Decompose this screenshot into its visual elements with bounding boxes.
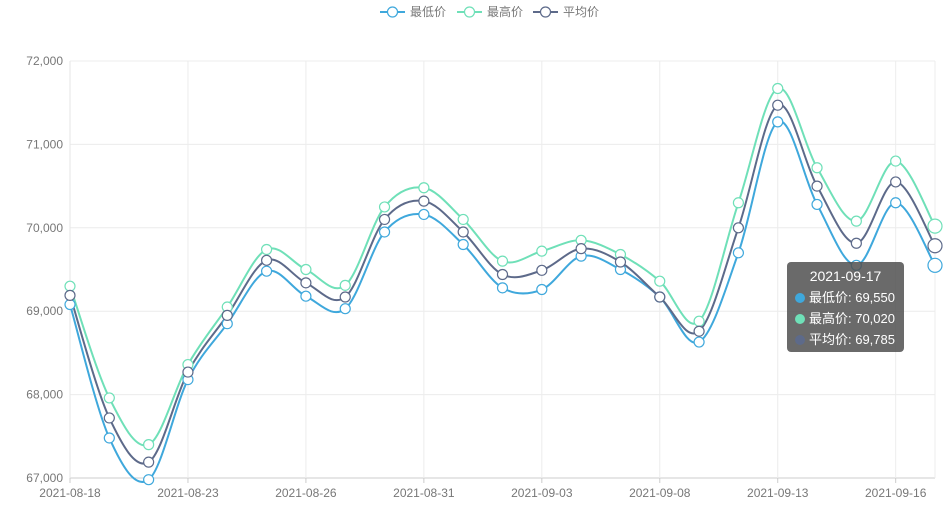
legend-label: 最低价: [410, 5, 446, 19]
tooltip-row-low: 最低价: 69,550: [795, 287, 896, 308]
series-points: [64, 82, 943, 486]
legend-label: 最高价: [487, 4, 523, 19]
data-point: [418, 195, 430, 207]
tooltip-low-value: 最低价: 69,550: [809, 290, 895, 305]
data-point: [457, 238, 469, 251]
data-point: [64, 298, 76, 311]
legend-swatch-marker: [539, 6, 552, 18]
data-point: [143, 474, 155, 486]
data-point: [339, 303, 351, 315]
legend-item-3: 平均价: [533, 5, 599, 19]
tooltip-dot-avg: [795, 335, 805, 345]
data-point: [300, 290, 312, 302]
data-point: [496, 268, 509, 281]
data-point: [260, 243, 273, 256]
data-point: [772, 116, 784, 128]
data-point: [614, 256, 627, 268]
y-tick-label: 71,000: [26, 137, 63, 151]
tooltip-date: 2021-09-17: [809, 268, 882, 284]
data-point: [339, 291, 351, 303]
x-tick-label: 2021-09-03: [511, 486, 573, 500]
series-line-2: [69, 87, 936, 447]
data-point: [103, 432, 115, 444]
data-point: [457, 226, 469, 238]
y-tick-label: 70,000: [26, 221, 63, 235]
data-point: [927, 238, 943, 254]
data-point: [418, 182, 430, 194]
data-point: [850, 237, 862, 249]
data-point: [182, 366, 194, 378]
legend-swatch-marker: [463, 6, 476, 18]
data-point: [378, 201, 391, 213]
x-tick-label: 2021-08-23: [157, 486, 219, 500]
y-tick-label: 68,000: [26, 388, 63, 402]
legend-label: 平均价: [563, 5, 599, 19]
data-point: [496, 255, 509, 267]
data-point: [64, 289, 76, 301]
y-tick-label: 67,000: [26, 471, 63, 485]
y-tick-label: 69,000: [26, 304, 63, 318]
x-tick-label: 2021-09-16: [865, 486, 927, 500]
data-point: [378, 226, 391, 238]
tooltip-dot-high: [795, 314, 805, 324]
legend-item-2: 最高价: [457, 4, 523, 19]
data-point: [772, 99, 784, 111]
data-point: [64, 280, 76, 292]
y-tick-label: 72,000: [26, 54, 63, 68]
data-point: [103, 392, 115, 404]
data-point: [654, 291, 666, 303]
tooltip: 2021-09-17 最低价: 69,550 最高价: 70,020 平均价: …: [787, 262, 904, 352]
data-point: [732, 247, 745, 259]
data-point: [300, 277, 312, 289]
data-point: [575, 243, 587, 255]
data-point: [927, 257, 943, 273]
tooltip-row-avg: 平均价: 69,785: [795, 329, 896, 350]
data-point: [890, 155, 902, 167]
x-tick-label: 2021-08-26: [275, 486, 337, 500]
data-point: [536, 264, 548, 276]
data-point: [143, 456, 155, 468]
data-point: [811, 162, 823, 174]
data-point: [890, 176, 902, 188]
data-point: [850, 215, 862, 227]
tooltip-row-high: 最高价: 70,020: [795, 308, 896, 329]
data-point: [339, 279, 351, 291]
data-point: [536, 245, 548, 257]
x-tick-label: 2021-08-31: [393, 486, 455, 500]
data-point: [378, 213, 391, 226]
legend-swatch-marker: [386, 6, 399, 18]
x-tick-label: 2021-08-18: [39, 486, 101, 500]
data-point: [418, 208, 430, 221]
data-point: [536, 283, 548, 296]
data-point: [260, 254, 273, 266]
data-point: [260, 265, 273, 277]
data-point: [457, 213, 469, 226]
legend-item-1: 最低价: [380, 5, 446, 19]
data-point: [732, 222, 745, 234]
data-point: [654, 275, 666, 287]
data-point: [143, 439, 155, 451]
tooltip-avg-value: 平均价: 69,785: [809, 332, 895, 347]
data-point: [103, 412, 115, 424]
data-point: [693, 325, 705, 337]
data-point: [221, 309, 233, 321]
axes: 67,000 68,000 69,000 70,000 71,000 72,000 2021…: [26, 54, 926, 500]
tooltip-dot-low: [795, 293, 805, 303]
legend: 最低价 最高价 平均价: [380, 4, 599, 19]
x-tick-label: 2021-09-13: [747, 486, 809, 500]
tooltip-high-value: 最高价: 70,020: [809, 311, 895, 326]
x-tick-label: 2021-09-08: [629, 486, 691, 500]
data-point: [811, 180, 823, 192]
data-point: [496, 282, 509, 294]
data-point: [732, 197, 745, 209]
data-point: [927, 218, 943, 234]
data-point: [811, 198, 823, 211]
data-point: [300, 263, 312, 276]
data-point: [693, 336, 705, 348]
data-point: [772, 82, 784, 95]
data-point: [693, 315, 705, 327]
data-point: [890, 197, 902, 209]
